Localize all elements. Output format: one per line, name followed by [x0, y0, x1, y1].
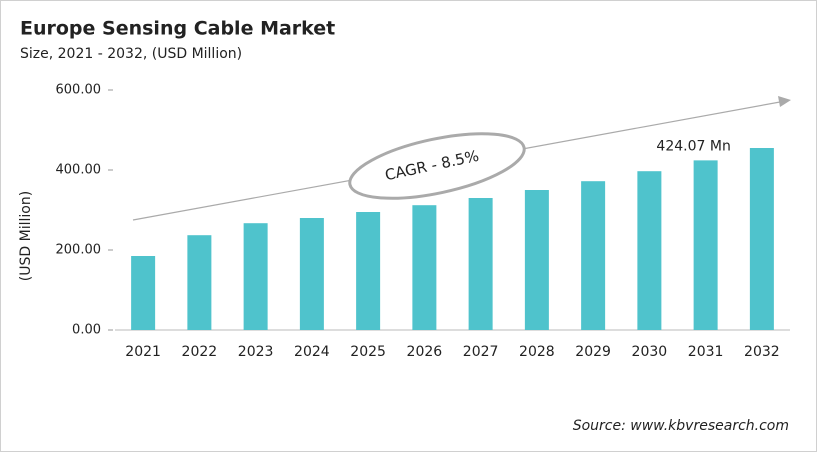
chart-title: Europe Sensing Cable Market [20, 18, 335, 40]
y-axis-label: (USD Million) [18, 191, 34, 281]
x-tick-label: 2021 [125, 344, 161, 360]
y-tick-label: 600.00 [56, 83, 102, 98]
bar [749, 148, 774, 330]
bar [581, 181, 606, 330]
bar [524, 190, 549, 330]
bar [693, 160, 718, 330]
y-tick-label: 400.00 [56, 163, 102, 178]
x-tick-label: 2031 [688, 344, 724, 360]
x-tick-label: 2029 [575, 344, 611, 360]
x-tick-label: 2023 [238, 344, 274, 360]
y-tick-label: 0.00 [72, 323, 101, 338]
value-label: 424.07 Mn [656, 138, 730, 154]
bar [356, 212, 381, 330]
bar [299, 218, 324, 330]
bar [468, 198, 493, 330]
bar [412, 205, 437, 330]
x-tick-label: 2026 [407, 344, 443, 360]
x-tick-label: 2022 [182, 344, 218, 360]
x-tick-label: 2024 [294, 344, 330, 360]
x-tick-label: 2030 [632, 344, 668, 360]
source: Source: www.kbvresearch.com [573, 418, 789, 434]
cagr-ellipse [348, 132, 526, 200]
bar [131, 256, 156, 330]
chart-subtitle: Size, 2021 - 2032, (USD Million) [20, 46, 242, 62]
x-tick-label: 2025 [350, 344, 386, 360]
x-tick-label: 2032 [744, 344, 780, 360]
arrow-head [778, 96, 791, 107]
bar [243, 223, 268, 330]
bar [187, 235, 212, 330]
y-tick-label: 200.00 [56, 243, 102, 258]
x-tick-label: 2027 [463, 344, 499, 360]
bar [637, 171, 662, 330]
x-tick-label: 2028 [519, 344, 555, 360]
